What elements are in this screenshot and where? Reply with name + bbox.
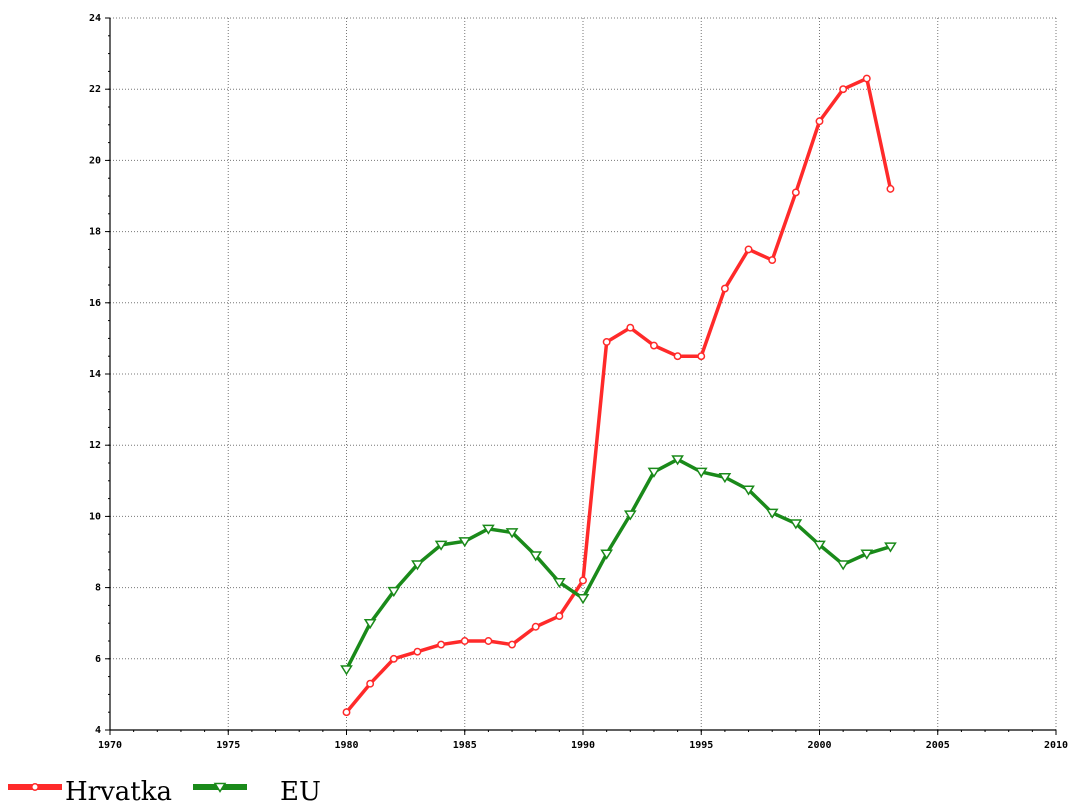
y-tick-label: 12 xyxy=(89,440,101,451)
data-point-hrvatka xyxy=(389,654,398,663)
data-point-hrvatka xyxy=(531,622,540,631)
x-tick-label: 2005 xyxy=(926,740,950,751)
grid xyxy=(110,17,1057,730)
legend-marker-hrvatka xyxy=(31,783,39,791)
data-point-eu xyxy=(600,549,614,560)
data-point-eu xyxy=(694,467,708,478)
data-point-hrvatka xyxy=(555,612,564,621)
data-point-eu xyxy=(884,542,897,553)
x-tick-label: 1980 xyxy=(334,740,358,751)
data-point-eu xyxy=(340,665,353,676)
y-tick-label: 4 xyxy=(95,725,101,736)
legend-label-hrvatka: Hrvatka xyxy=(65,777,172,807)
tick-labels: 1970 1975 1980 1985 1990 1995 2000 2005 20104681… xyxy=(89,13,1068,751)
data-point-eu xyxy=(482,524,495,535)
x-tick-label: 1990 xyxy=(571,740,595,751)
data-point-hrvatka xyxy=(862,74,871,83)
legend-marker-eu xyxy=(213,782,227,793)
data-point-eu xyxy=(671,455,684,466)
legend-label-eu: EU xyxy=(280,777,321,807)
data-point-hrvatka xyxy=(791,188,800,197)
y-tick-label: 18 xyxy=(89,227,101,238)
data-point-hrvatka xyxy=(815,117,824,126)
data-point-eu xyxy=(623,510,637,521)
x-tick-label: 1975 xyxy=(216,740,240,751)
data-point-eu xyxy=(505,528,519,539)
data-point-hrvatka xyxy=(626,323,635,332)
data-point-eu xyxy=(458,537,472,548)
y-tick-label: 6 xyxy=(95,654,101,665)
y-tick-label: 14 xyxy=(89,369,101,380)
y-tick-label: 8 xyxy=(95,583,101,594)
x-tick-label: 1970 xyxy=(98,740,122,751)
data-point-eu xyxy=(765,508,779,519)
x-tick-label: 1985 xyxy=(453,740,477,751)
data-point-eu xyxy=(647,467,661,478)
y-tick-label: 22 xyxy=(89,84,101,95)
data-point-hrvatka xyxy=(673,352,682,361)
data-point-hrvatka xyxy=(342,708,351,717)
y-tick-label: 24 xyxy=(89,13,101,24)
data-point-hrvatka xyxy=(697,352,706,361)
data-point-hrvatka xyxy=(508,640,516,649)
data-point-eu xyxy=(387,586,401,598)
data-point-hrvatka xyxy=(484,637,493,645)
data-point-hrvatka xyxy=(602,338,611,346)
data-point-hrvatka xyxy=(744,245,753,254)
y-tick-label: 10 xyxy=(89,511,101,522)
data-point-hrvatka xyxy=(460,637,469,645)
data-point-eu xyxy=(836,560,850,571)
series-group xyxy=(340,74,897,717)
series-line-eu xyxy=(344,457,891,671)
data-point-eu xyxy=(363,618,377,630)
data-point-eu xyxy=(789,519,803,530)
y-tick-label: 16 xyxy=(89,298,101,309)
x-tick-label: 1995 xyxy=(689,740,713,751)
data-point-hrvatka xyxy=(437,640,446,649)
x-tick-label: 2000 xyxy=(807,740,831,751)
data-point-hrvatka xyxy=(886,184,895,193)
legend: Hrvatka EU xyxy=(8,777,321,807)
series-line-hrvatka xyxy=(345,76,893,714)
data-point-hrvatka xyxy=(768,256,777,265)
data-point-eu xyxy=(529,551,543,562)
data-point-eu xyxy=(576,594,590,605)
data-point-hrvatka xyxy=(720,284,729,293)
data-point-hrvatka xyxy=(579,576,587,585)
data-point-hrvatka xyxy=(366,679,375,688)
data-point-eu xyxy=(434,540,448,551)
data-point-eu xyxy=(552,578,566,589)
data-point-eu xyxy=(718,472,732,484)
data-point-eu xyxy=(411,560,424,571)
data-point-eu xyxy=(860,549,874,560)
data-point-hrvatka xyxy=(839,85,848,94)
data-point-eu xyxy=(742,485,755,496)
y-tick-label: 20 xyxy=(89,155,101,166)
axes xyxy=(105,17,1057,735)
data-point-hrvatka xyxy=(650,341,658,350)
data-point-hrvatka xyxy=(413,647,422,656)
x-tick-label: 2010 xyxy=(1044,740,1068,751)
data-point-eu xyxy=(813,540,826,551)
